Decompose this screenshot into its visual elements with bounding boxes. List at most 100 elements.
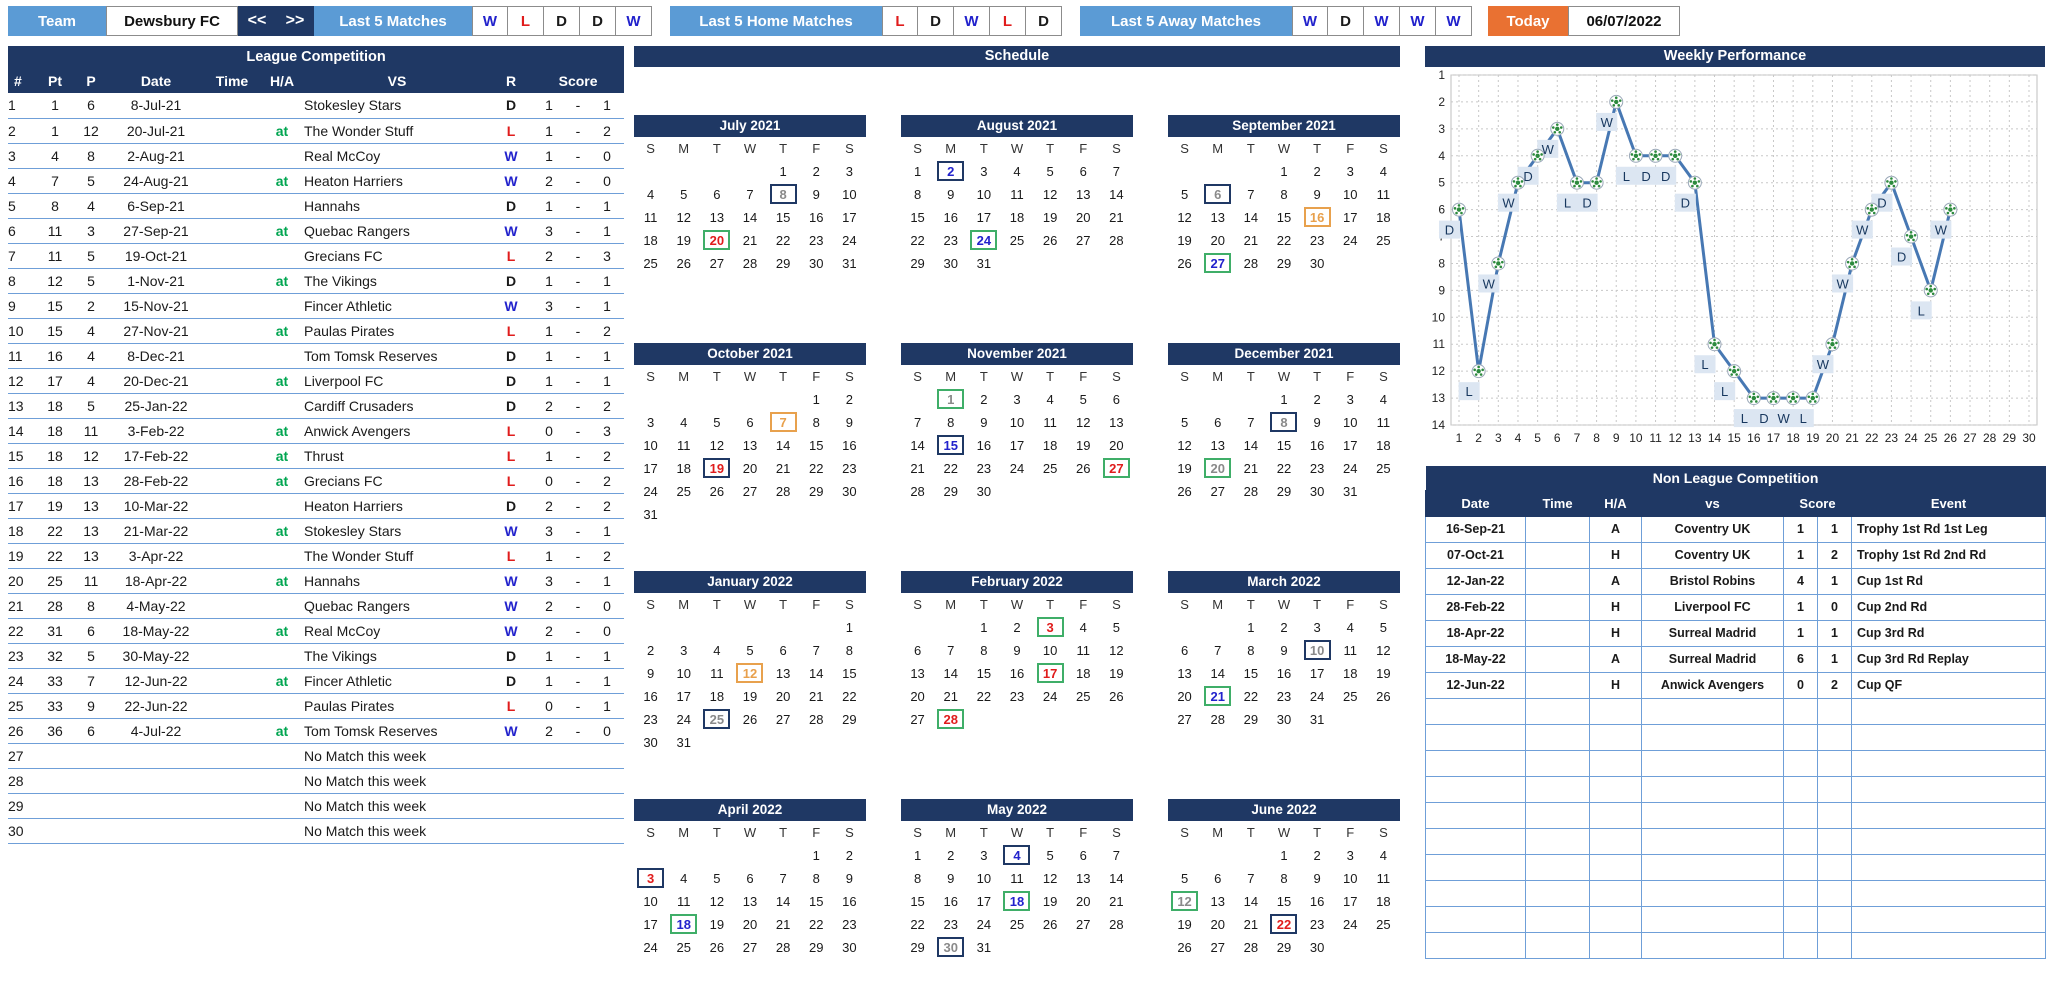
prev-team-button[interactable]: << <box>238 6 276 36</box>
calendar-blank <box>1234 844 1267 867</box>
calendar-day-header: F <box>1346 597 1355 612</box>
calendar-day: 7 <box>1247 415 1255 430</box>
calendar-day: 20 <box>1210 233 1225 248</box>
calendar-day: 28 <box>742 256 758 271</box>
match-day: 27 <box>1102 458 1130 478</box>
calendar-day: 22 <box>943 461 958 476</box>
calendar-day: 9 <box>812 187 820 202</box>
calendar-day: 17 <box>976 210 992 225</box>
calendar-day: 22 <box>976 689 992 704</box>
svg-text:9: 9 <box>1438 283 1445 297</box>
calendar-day: 1 <box>934 388 967 411</box>
calendar-day: 9 <box>980 415 988 430</box>
calendar-blank <box>634 616 667 639</box>
calendar-day: 27 <box>1210 484 1225 499</box>
calendar-day: 28 <box>775 940 791 955</box>
calendar-day: 11 <box>1376 415 1391 430</box>
calendar-blank <box>1234 160 1267 183</box>
calendar-day: 12 <box>1168 890 1201 913</box>
league-col-header: R <box>490 68 532 93</box>
svg-text:8: 8 <box>1593 431 1600 445</box>
svg-text:8: 8 <box>1438 256 1445 270</box>
calendar-day: 9 <box>646 666 655 681</box>
calendar-day: 27 <box>775 712 791 727</box>
calendar-day-header: T <box>1046 825 1055 840</box>
svg-text:W: W <box>1935 223 1948 238</box>
calendar-day-header: T <box>1246 597 1255 612</box>
nonleague-col-header: Score <box>1783 489 1852 517</box>
calendar-day: 19 <box>1177 461 1192 476</box>
calendar-day: 8 <box>947 415 955 430</box>
team-name-box[interactable]: Dewsbury FC <box>106 6 238 36</box>
calendar-day: 9 <box>947 871 955 886</box>
calendar-day: 15 <box>809 438 824 453</box>
svg-text:10: 10 <box>1432 310 1446 324</box>
calendar-day-header: S <box>913 369 922 384</box>
calendar-day-header: M <box>1212 141 1224 156</box>
calendar-day: 3 <box>1013 392 1021 407</box>
league-row: 17 19 13 10-Mar-22 Heaton Harriers D 2-2 <box>8 493 625 519</box>
svg-text:W: W <box>1542 142 1555 157</box>
calendar-day: 4 <box>1379 848 1388 863</box>
calendar-day: 6 <box>1180 643 1189 658</box>
calendar-day: 9 <box>1013 643 1021 658</box>
calendar-month: October 2021 S M T W T F S 1 2 3 4 5 6 7 8 9 10 11 12 13 14 15… <box>634 343 866 525</box>
calendar-day-header: F <box>1079 597 1088 612</box>
calendar-day: 23 <box>1309 917 1325 932</box>
calendar-day-header: T <box>712 597 721 612</box>
calendar-day: 16 <box>809 210 824 225</box>
calendar-day: 24 <box>967 229 1000 252</box>
calendar-day-header: T <box>1246 825 1255 840</box>
svg-text:D: D <box>1641 169 1650 184</box>
calendar-day: 12 <box>1376 643 1391 658</box>
calendar-day-header: T <box>779 369 788 384</box>
calendar-day: 22 <box>775 233 791 248</box>
calendar-blank <box>1201 844 1234 867</box>
calendar-day: 6 <box>1201 183 1234 206</box>
calendar-day-header: S <box>1112 141 1121 156</box>
match-day: 6 <box>1204 184 1232 204</box>
calendar-day: 11 <box>1043 415 1057 430</box>
calendar-month: March 2022 S M T W T F S 1 2 3 4 5 6 7 8 9 10 11 12 13 14 15 16… <box>1168 571 1400 753</box>
svg-text:5: 5 <box>1534 431 1541 445</box>
calendar-day: 10 <box>1343 187 1358 202</box>
calendar-day: 23 <box>943 233 958 248</box>
calendar-day: 14 <box>775 894 791 909</box>
calendar-day: 6 <box>1214 415 1222 430</box>
svg-text:L: L <box>1918 303 1925 318</box>
calendar-day: 31 <box>1343 484 1358 499</box>
calendar-day: 9 <box>1280 643 1288 658</box>
calendar-day: 1 <box>1280 164 1288 179</box>
calendar-month-title: July 2021 <box>634 115 866 137</box>
calendar-day: 5 <box>1180 187 1189 202</box>
calendar-day: 24 <box>1009 461 1025 476</box>
result-box: D <box>918 6 954 36</box>
calendar-day: 24 <box>643 940 658 955</box>
today-button[interactable]: Today <box>1488 6 1568 36</box>
calendar-day: 17 <box>1343 210 1358 225</box>
calendar-day: 24 <box>676 712 691 727</box>
calendar-day: 24 <box>842 233 857 248</box>
calendar-day: 21 <box>910 461 925 476</box>
last5-home-label: Last 5 Home Matches <box>670 6 882 36</box>
calendar-day: 14 <box>809 666 824 681</box>
calendar-day: 13 <box>1076 871 1091 886</box>
next-team-button[interactable]: >> <box>276 6 314 36</box>
calendar-month: February 2022 S M T W T F S 1 2 3 4 5 6 7 8 9 10 11 12 13 14 1… <box>901 571 1133 753</box>
calendar-day: 31 <box>976 940 992 955</box>
svg-text:22: 22 <box>1865 431 1879 445</box>
calendar-blank <box>767 616 800 639</box>
svg-text:W: W <box>1856 223 1869 238</box>
calendar-blank <box>667 616 700 639</box>
calendar-day: 19 <box>1177 233 1192 248</box>
calendar-day: 9 <box>845 415 854 430</box>
calendar-blank <box>733 388 766 411</box>
svg-text:5: 5 <box>1438 176 1445 190</box>
calendar-day: 24 <box>643 484 658 499</box>
league-row: 22 31 6 18-May-22 at Real McCoy W 2-0 <box>8 618 625 644</box>
calendar-day-header: M <box>1212 825 1224 840</box>
result-box: W <box>1400 6 1436 36</box>
team-button[interactable]: Team <box>8 6 106 36</box>
calendar-day-header: S <box>845 369 854 384</box>
